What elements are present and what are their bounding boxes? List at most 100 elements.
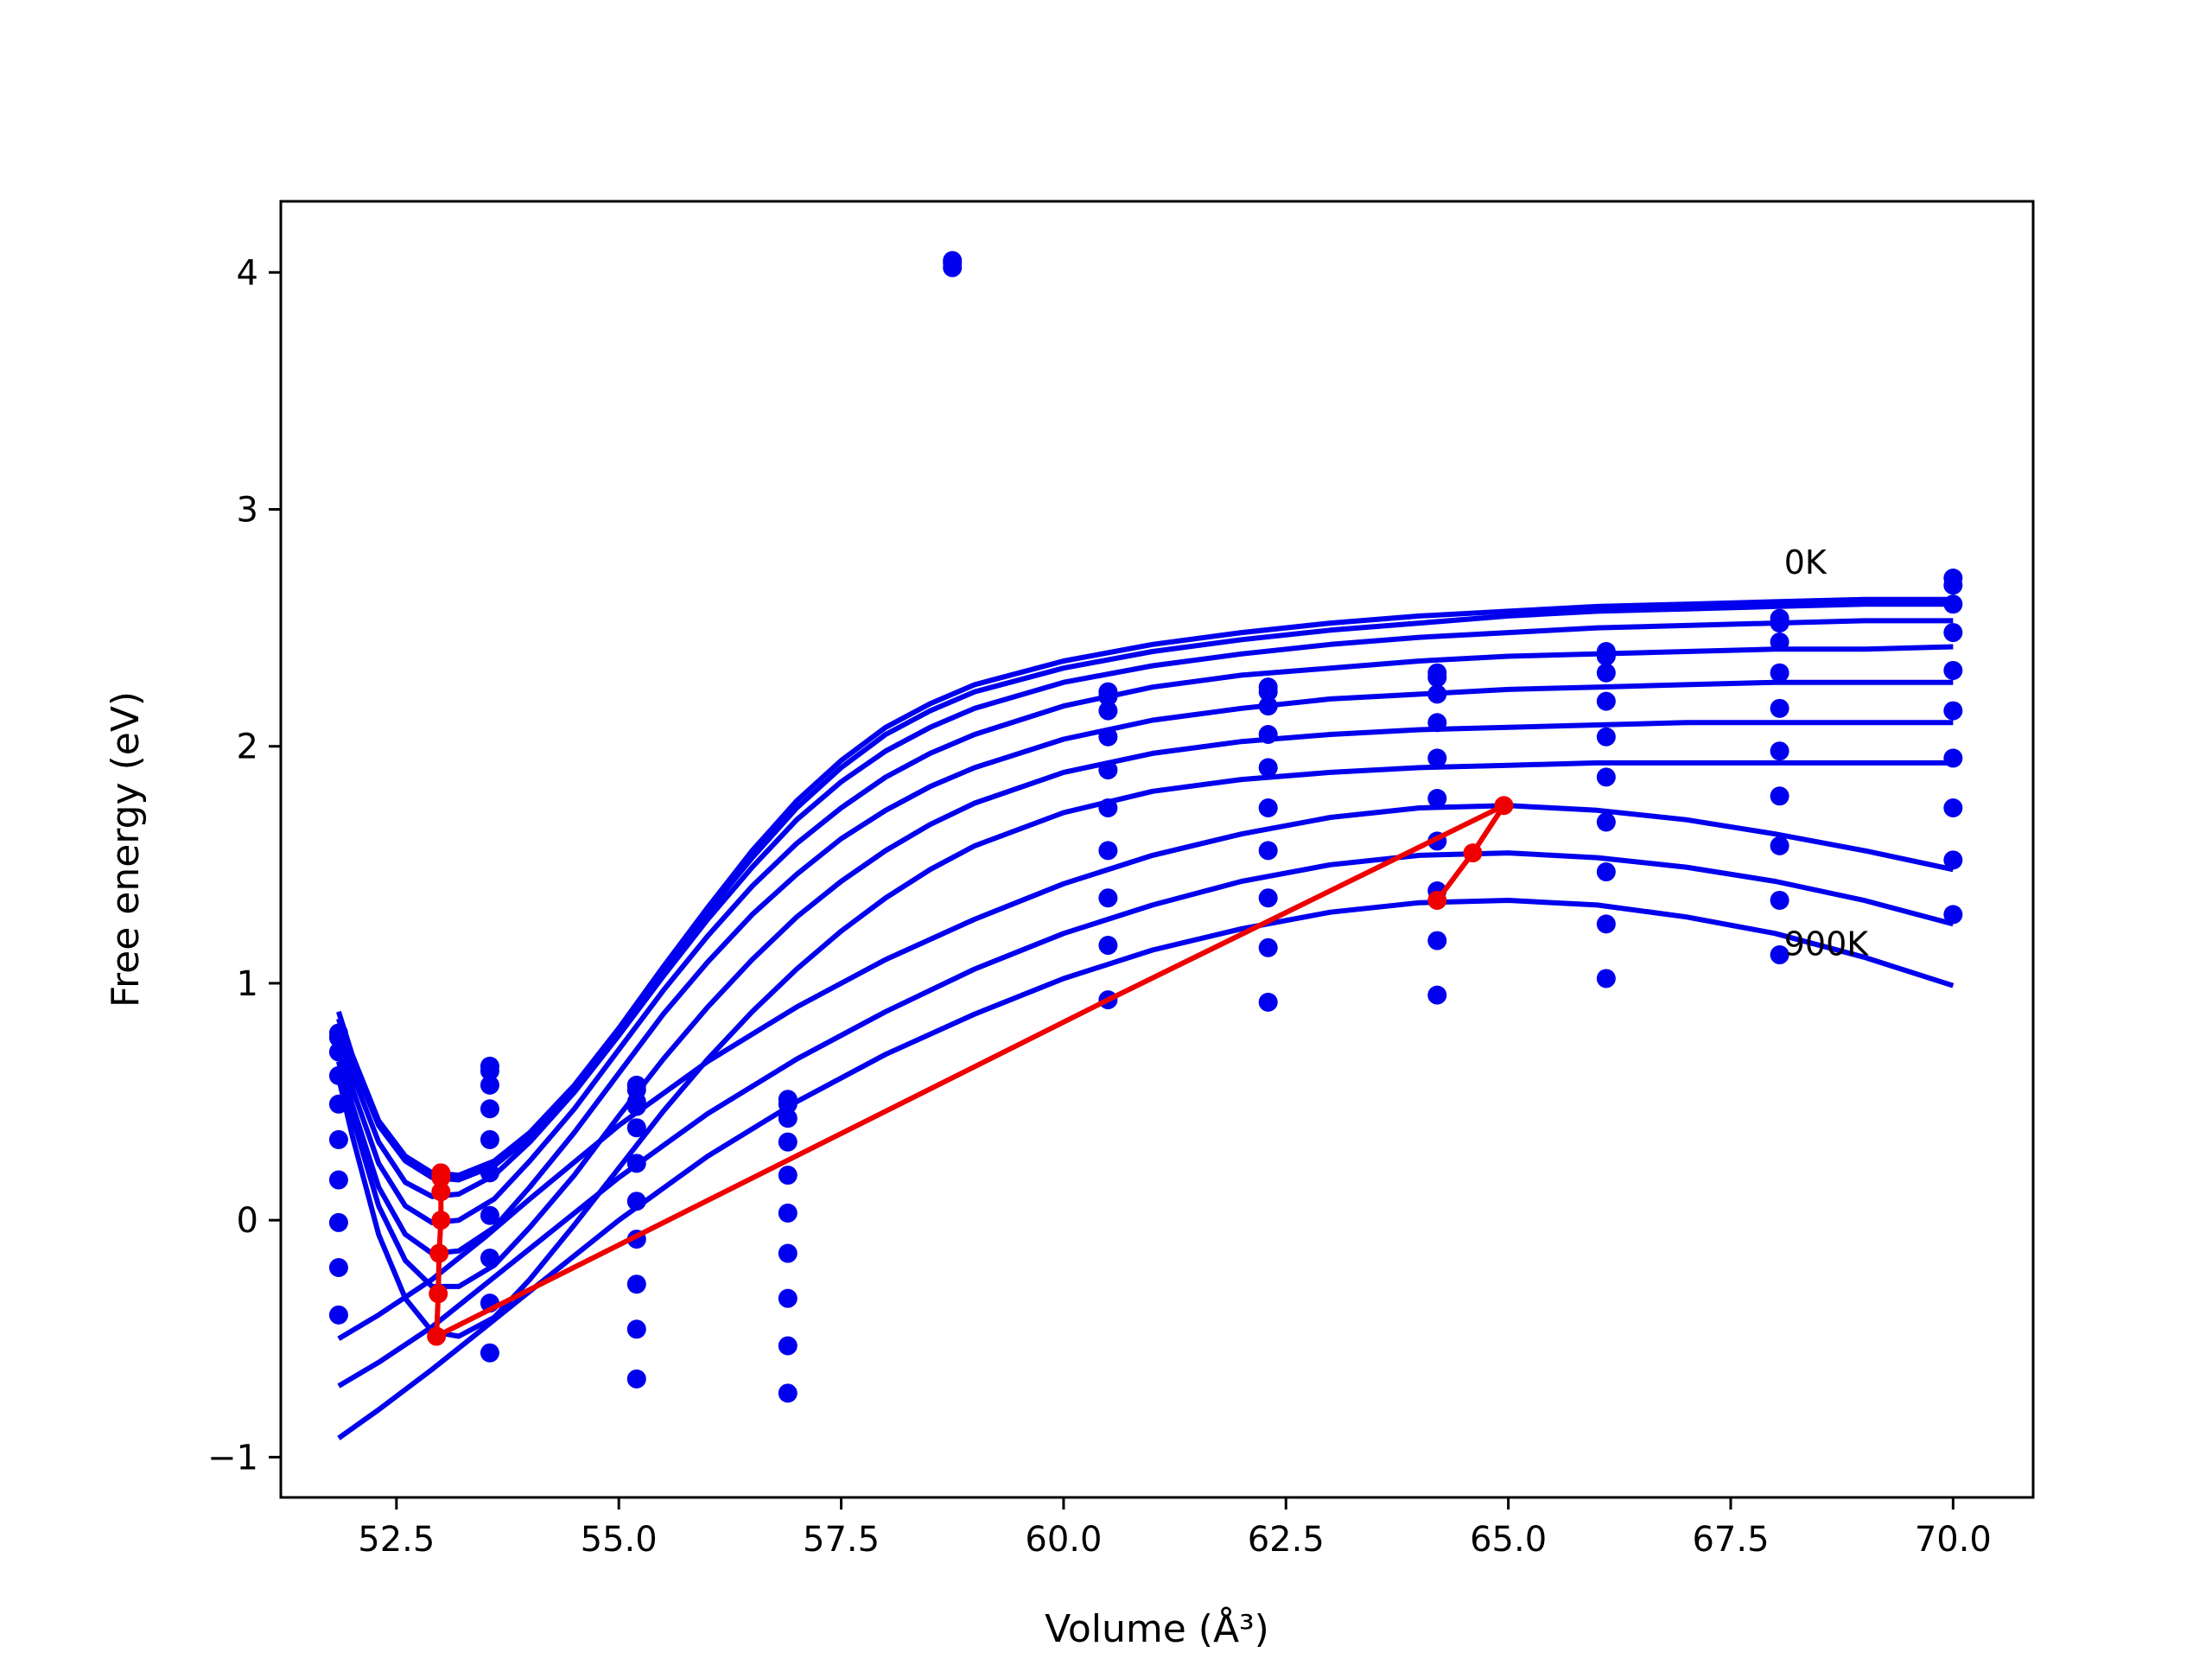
data-point xyxy=(1098,701,1118,721)
data-point xyxy=(1427,684,1447,704)
data-point xyxy=(1258,758,1278,778)
data-point xyxy=(1943,701,1963,721)
fit-curve-7 xyxy=(337,803,1955,1341)
data-point xyxy=(328,1212,348,1232)
data-point xyxy=(1943,594,1963,614)
fit-curve-3 xyxy=(336,644,1954,1225)
fit-curve-5 xyxy=(335,720,1954,1289)
fit-curve-8 xyxy=(337,850,1955,1389)
y-axis-label: Free energy (eV) xyxy=(104,691,148,1007)
x-tick-label: 57.5 xyxy=(803,1520,880,1560)
data-point xyxy=(1943,850,1963,870)
data-point xyxy=(480,1075,499,1095)
data-point xyxy=(328,1305,348,1325)
fit-curve-6 xyxy=(335,760,1954,1339)
data-point xyxy=(1258,725,1278,745)
data-point xyxy=(778,1109,798,1128)
data-point xyxy=(1098,760,1118,780)
fit-curve-9 xyxy=(337,898,1955,1440)
data-point xyxy=(328,1028,348,1048)
x-tick-label: 52.5 xyxy=(358,1520,435,1560)
data-point xyxy=(1427,748,1447,768)
data-point xyxy=(328,1170,348,1190)
data-point xyxy=(1258,888,1278,908)
data-point xyxy=(1596,914,1616,934)
data-point xyxy=(626,1319,646,1339)
data-point xyxy=(626,1096,646,1116)
data-point xyxy=(328,1094,348,1114)
data-point xyxy=(1258,798,1278,818)
y-tick-label: 2 xyxy=(237,728,258,767)
data-point xyxy=(328,1042,348,1062)
data-point xyxy=(1943,905,1963,925)
equilibrium-path-line xyxy=(434,803,1507,1339)
y-tick-label: 1 xyxy=(237,964,258,1004)
data-point xyxy=(1258,938,1278,957)
equilibrium-point xyxy=(431,1182,451,1202)
data-point xyxy=(1770,741,1789,761)
data-point xyxy=(626,1154,646,1173)
equilibrium-point xyxy=(431,1211,451,1230)
data-point xyxy=(1943,748,1963,768)
plot-area xyxy=(328,251,1963,1440)
x-tick-label: 55.0 xyxy=(581,1520,658,1560)
y-tick-label: −1 xyxy=(207,1438,258,1478)
x-tick-label: 62.5 xyxy=(1248,1520,1325,1560)
data-point xyxy=(328,1129,348,1149)
equilibrium-point xyxy=(1427,890,1447,910)
data-point xyxy=(480,1061,499,1081)
data-point xyxy=(1098,727,1118,747)
data-point xyxy=(1596,812,1616,832)
data-point xyxy=(1427,931,1447,950)
data-point xyxy=(943,257,963,277)
data-point xyxy=(1943,575,1963,595)
data-point xyxy=(778,1383,798,1403)
data-point xyxy=(1098,687,1118,707)
x-tick-label: 65.0 xyxy=(1470,1520,1547,1560)
axes: 52.5 55.0 57.5 60.0 62.5 65.0 67.5 70.0 −1 0 1 2 3 4 xyxy=(207,253,1992,1560)
data-point xyxy=(1596,862,1616,882)
equilibrium-point xyxy=(431,1167,451,1187)
data-point xyxy=(1596,767,1616,787)
data-point xyxy=(1770,663,1789,683)
data-point xyxy=(1770,836,1789,855)
data-point xyxy=(1098,888,1118,908)
data-point xyxy=(1427,985,1447,1005)
data-point xyxy=(626,1274,646,1294)
data-point xyxy=(1258,841,1278,861)
data-point xyxy=(1427,789,1447,809)
x-tick-label: 70.0 xyxy=(1915,1520,1992,1560)
y-tick-label: 3 xyxy=(237,490,258,530)
plot-frame xyxy=(279,200,2035,1499)
data-point xyxy=(778,1336,798,1356)
y-tick-label: 0 xyxy=(237,1201,258,1241)
data-point xyxy=(1943,660,1963,680)
equilibrium-point xyxy=(429,1243,449,1263)
x-tick-label: 60.0 xyxy=(1025,1520,1102,1560)
data-point xyxy=(1258,682,1278,702)
data-point xyxy=(1098,936,1118,956)
fit-curve-4 xyxy=(335,679,1954,1256)
equilibrium-point xyxy=(429,1284,448,1304)
data-point xyxy=(778,1094,798,1114)
y-tick-label: 4 xyxy=(237,253,258,293)
data-point xyxy=(1596,663,1616,683)
data-point xyxy=(778,1203,798,1223)
data-point xyxy=(480,1205,499,1225)
data-point xyxy=(1770,632,1789,652)
data-point xyxy=(480,1249,499,1268)
data-point xyxy=(1596,646,1616,666)
data-point xyxy=(1258,992,1278,1012)
data-point xyxy=(1770,890,1789,910)
data-point xyxy=(1427,713,1447,733)
annotation-label: 900K xyxy=(1784,925,1870,963)
data-point xyxy=(778,1132,798,1152)
data-point xyxy=(778,1243,798,1263)
data-point xyxy=(778,1166,798,1185)
data-point xyxy=(1596,727,1616,747)
equilibrium-point xyxy=(427,1326,447,1346)
data-point xyxy=(1596,691,1616,711)
data-point xyxy=(1596,969,1616,988)
